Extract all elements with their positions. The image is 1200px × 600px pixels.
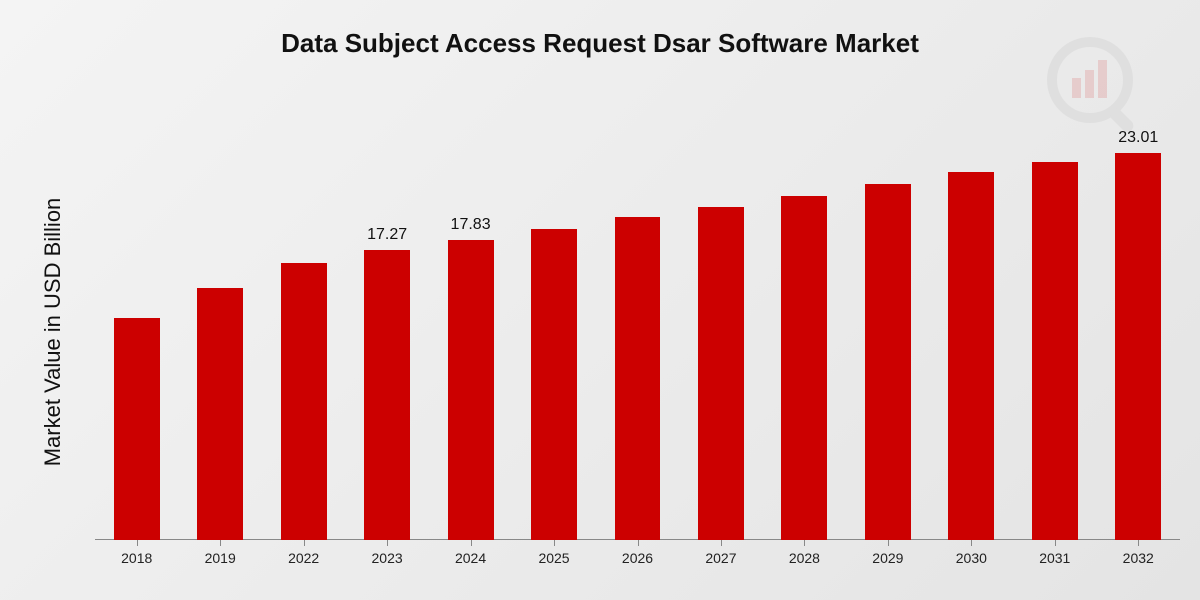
x-axis-tick bbox=[888, 540, 889, 546]
x-axis-label: 2029 bbox=[846, 550, 929, 566]
x-axis-tick bbox=[721, 540, 722, 546]
bar bbox=[865, 184, 911, 540]
bar bbox=[114, 318, 160, 540]
chart-title: Data Subject Access Request Dsar Softwar… bbox=[0, 28, 1200, 59]
bar-value-label: 17.83 bbox=[429, 216, 512, 234]
bar bbox=[364, 250, 410, 540]
x-axis-label: 2027 bbox=[679, 550, 762, 566]
x-axis-label: 2031 bbox=[1013, 550, 1096, 566]
bar bbox=[615, 217, 661, 540]
x-axis-tick bbox=[554, 540, 555, 546]
x-axis-label: 2032 bbox=[1097, 550, 1180, 566]
bar bbox=[281, 263, 327, 540]
x-axis-label: 2024 bbox=[429, 550, 512, 566]
x-axis-tick bbox=[1138, 540, 1139, 546]
chart-canvas: Data Subject Access Request Dsar Softwar… bbox=[0, 0, 1200, 600]
bar bbox=[948, 172, 994, 540]
bar bbox=[1032, 162, 1078, 540]
plot-area: 20182019202217.27202317.8320242025202620… bbox=[95, 120, 1180, 540]
bar bbox=[448, 240, 494, 540]
x-axis-label: 2030 bbox=[930, 550, 1013, 566]
x-axis-label: 2023 bbox=[345, 550, 428, 566]
bar bbox=[1115, 153, 1161, 540]
x-axis-tick bbox=[804, 540, 805, 546]
x-axis-tick bbox=[387, 540, 388, 546]
x-axis-tick bbox=[471, 540, 472, 546]
x-axis-label: 2022 bbox=[262, 550, 345, 566]
bar bbox=[531, 229, 577, 540]
x-axis-label: 2025 bbox=[512, 550, 595, 566]
bar bbox=[197, 288, 243, 540]
x-axis-tick bbox=[1055, 540, 1056, 546]
x-axis-label: 2019 bbox=[178, 550, 261, 566]
x-axis-tick bbox=[137, 540, 138, 546]
bar-value-label: 17.27 bbox=[345, 226, 428, 244]
x-axis-tick bbox=[220, 540, 221, 546]
x-axis-label: 2028 bbox=[763, 550, 846, 566]
x-axis-label: 2026 bbox=[596, 550, 679, 566]
bar-value-label: 23.01 bbox=[1097, 129, 1180, 147]
y-axis-label: Market Value in USD Billion bbox=[40, 122, 66, 542]
bar bbox=[781, 196, 827, 540]
x-axis-label: 2018 bbox=[95, 550, 178, 566]
bar bbox=[698, 207, 744, 540]
x-axis-tick bbox=[971, 540, 972, 546]
x-axis-tick bbox=[638, 540, 639, 546]
x-axis-tick bbox=[304, 540, 305, 546]
